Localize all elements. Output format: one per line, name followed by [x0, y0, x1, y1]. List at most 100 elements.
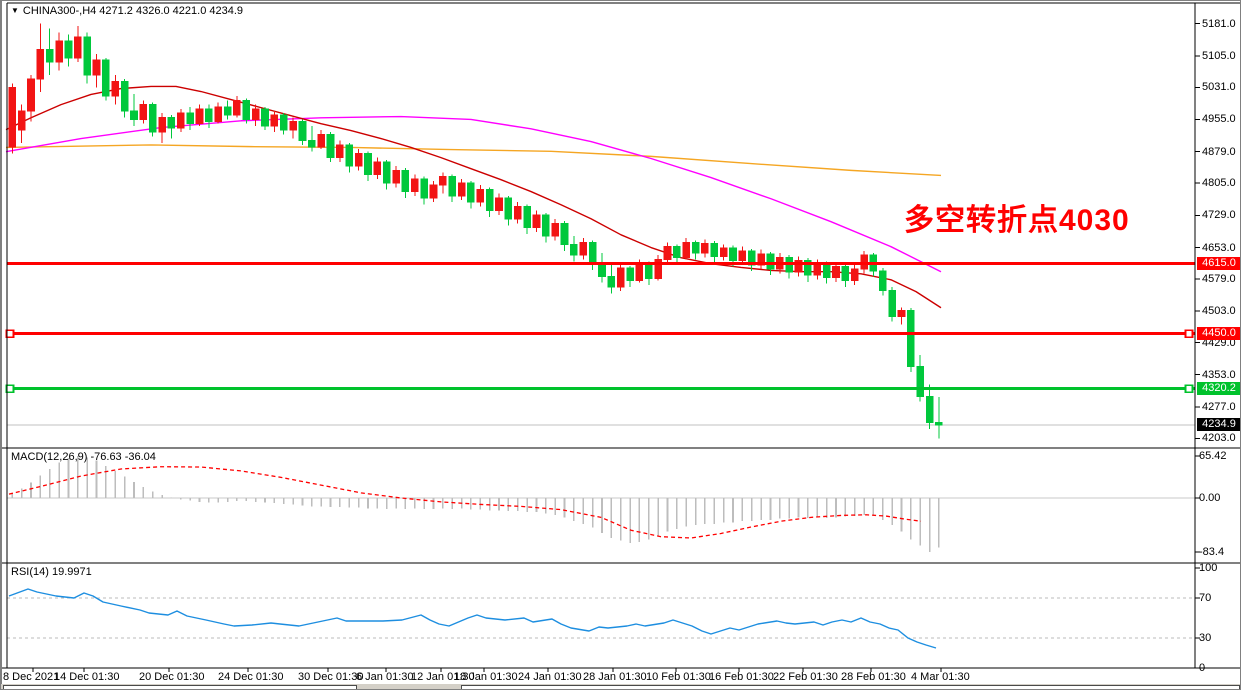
candle-body: [92, 59, 101, 76]
annotation-text[interactable]: 多空转折点4030: [904, 204, 1130, 237]
symbol-dropdown-arrow-icon[interactable]: ▼: [11, 6, 19, 15]
status-box-right: [461, 685, 1240, 689]
candle-body: [467, 182, 475, 203]
candle-body: [83, 36, 91, 76]
chart-title: ▼ CHINA300-,H4 4271.2 4326.0 4221.0 4234.9: [11, 5, 246, 17]
candle-body: [916, 366, 925, 397]
time-axis-label: 28 Jan 01:30: [583, 671, 647, 683]
price-axis-label: 4503.0: [1202, 305, 1236, 318]
candle-body: [55, 40, 63, 63]
macd-axis-label: 0.00: [1199, 492, 1221, 504]
candle-body: [841, 266, 850, 282]
price-badge-4450.0: 4450.0: [1197, 327, 1240, 341]
time-axis-label: 20 Dec 01:30: [139, 671, 205, 683]
hline-handle[interactable]: [5, 384, 15, 393]
rsi-axis-label: 70: [1199, 592, 1212, 604]
candle-body: [907, 309, 915, 368]
hline-handle[interactable]: [5, 329, 15, 338]
price-axis-label: 5031.0: [1202, 81, 1236, 94]
time-axis-label: 22 Feb 01:30: [773, 671, 838, 683]
candle-body: [925, 395, 934, 424]
rsi-line: [8, 588, 937, 649]
candle-body: [485, 188, 494, 212]
time-axis-label: 12 Jan 01:30: [411, 671, 475, 683]
candle-body: [130, 110, 138, 120]
current-price-badge: 4234.9: [1197, 418, 1240, 432]
hline-handle[interactable]: [1184, 329, 1194, 338]
symbol-name: CHINA300-,H4: [22, 5, 97, 17]
time-axis-label: 28 Feb 01:30: [841, 671, 906, 683]
candle-body: [45, 49, 54, 63]
price-axis-label: 4653.0: [1202, 241, 1236, 254]
time-axis-label: 24 Dec 01:30: [218, 671, 284, 683]
price-axis-label: 4955.0: [1202, 113, 1236, 126]
candle-body: [804, 260, 812, 276]
price-badge-4615.0: 4615.0: [1197, 257, 1240, 271]
candle-body: [551, 222, 559, 237]
candle-body: [195, 108, 204, 125]
candle-body: [298, 121, 307, 142]
candle-body: [205, 108, 213, 123]
candle-body: [579, 241, 588, 256]
candle-body: [242, 99, 251, 120]
candle-body: [270, 114, 279, 127]
candle-body: [813, 263, 822, 276]
candle-body: [410, 178, 419, 193]
price-badge-4320.2: 4320.2: [1197, 382, 1240, 396]
symbol-ohlc-values: 4271.2 4326.0 4221.0 4234.9: [99, 5, 244, 17]
candle-body: [382, 161, 391, 184]
time-axis-label: 16 Feb 01:30: [709, 671, 774, 683]
candle-body: [719, 247, 728, 257]
candle-body: [448, 176, 457, 197]
candle-body: [74, 36, 82, 59]
candle-body: [513, 205, 522, 220]
ma-mid-magenta: [5, 115, 942, 273]
price-axis-label: 4879.0: [1202, 145, 1236, 158]
candle-body: [17, 110, 26, 131]
rsi-axis-label: 30: [1199, 632, 1212, 644]
candle-body: [364, 152, 372, 176]
candle-body: [794, 260, 803, 273]
candle-body: [27, 78, 35, 112]
candle-body: [148, 104, 157, 133]
rsi-name: RSI(14): [11, 566, 49, 578]
candle-body: [532, 214, 541, 229]
candle-body: [663, 246, 672, 260]
time-axis-label: 8 Dec 2021: [3, 671, 60, 683]
price-axis-label: 4579.0: [1202, 272, 1236, 285]
hline-handle[interactable]: [1184, 384, 1194, 393]
price-axis-label: 4277.0: [1202, 400, 1236, 413]
candle-body: [233, 99, 241, 116]
candle-body: [167, 116, 176, 129]
candle-body: [878, 270, 887, 291]
candle-body: [897, 309, 906, 318]
macd-axis-label: -83.4: [1199, 545, 1225, 558]
candle-body: [822, 263, 831, 279]
candle-body: [345, 144, 354, 167]
candle-body: [158, 116, 166, 133]
rsi-indicator-label: RSI(14) 19.9971: [11, 566, 92, 578]
macd-values: -76.63 -36.04: [90, 451, 156, 463]
candle-body: [560, 222, 569, 246]
candle-body: [317, 133, 325, 148]
macd-indicator-label: MACD(12,26,9) -76.63 -36.04: [11, 451, 156, 463]
candle-body: [588, 241, 597, 265]
candle-body: [682, 241, 691, 258]
candle-body: [850, 268, 859, 282]
candle-body: [766, 253, 775, 270]
candle-body: [654, 258, 662, 279]
rsi-axis-label: 0: [1199, 662, 1206, 674]
candle-body: [607, 275, 616, 288]
candle-body: [251, 108, 260, 120]
candle-body: [373, 161, 382, 176]
candle-body: [738, 250, 747, 262]
candle-body: [710, 243, 719, 257]
candle-body: [626, 267, 634, 282]
candle-body: [401, 169, 410, 193]
candle-body: [223, 106, 232, 116]
candle-body: [36, 49, 45, 80]
candle-body: [102, 59, 110, 97]
candle-body: [504, 197, 513, 220]
